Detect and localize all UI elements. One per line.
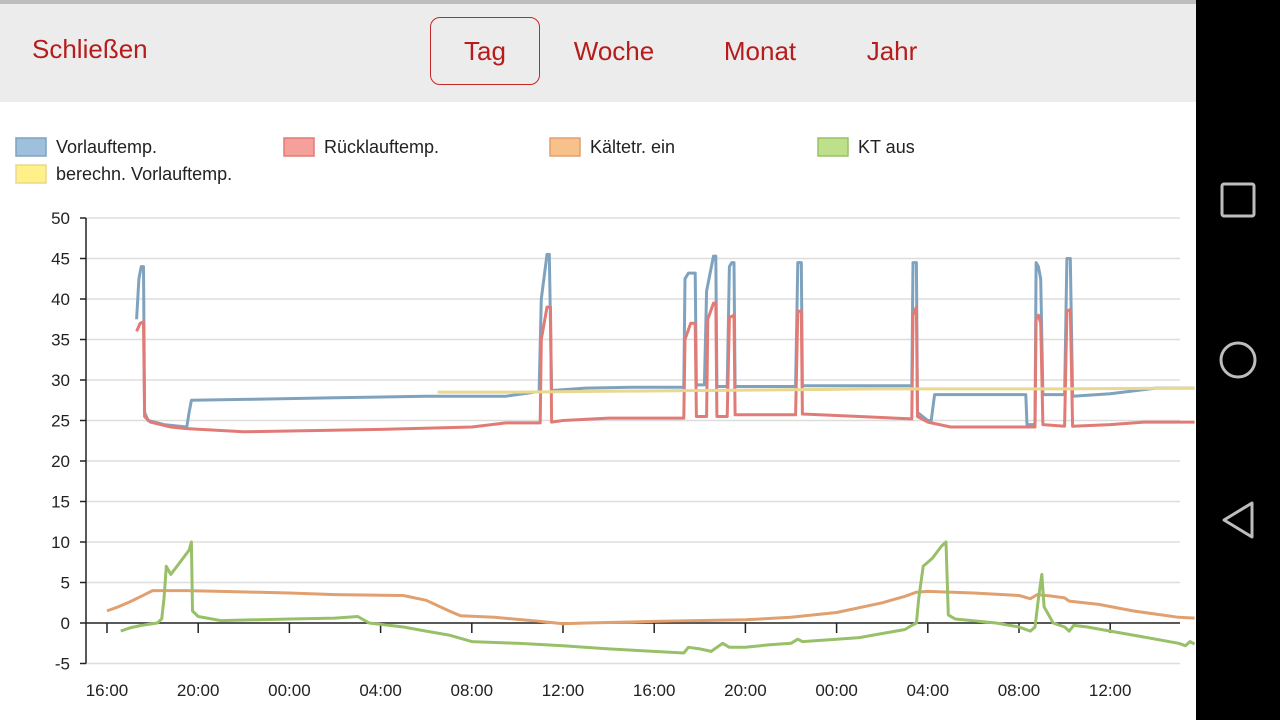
x-tick-label: 12:00 (1089, 681, 1132, 700)
x-tick-label: 16:00 (633, 681, 676, 700)
y-tick-label: 5 (61, 574, 70, 593)
y-tick-label: 25 (51, 412, 70, 431)
chart-legend: Vorlauftemp. Rücklauftemp. Kältetr. ein KT … (15, 137, 915, 184)
y-tick-label: 0 (61, 614, 70, 633)
y-tick-label: 10 (51, 533, 70, 552)
chart-grid (86, 217, 1180, 665)
x-tick-label: 04:00 (359, 681, 402, 700)
back-button[interactable] (1196, 480, 1280, 560)
tab-year[interactable]: Jahr (866, 35, 918, 66)
legend-label: Rücklauftemp. (324, 137, 439, 157)
triangle-back-icon (1222, 501, 1254, 539)
x-tick-label: 00:00 (268, 681, 311, 700)
x-tick-label: 08:00 (451, 681, 494, 700)
legend-swatch (283, 137, 315, 157)
legend-label: Vorlauftemp. (56, 137, 157, 157)
series-line-3 (106, 589, 1195, 626)
x-tick-label: 20:00 (724, 681, 767, 700)
y-tick-label: 40 (51, 290, 70, 309)
y-tick-label: 20 (51, 452, 70, 471)
chart-axes: -5 0 5 10 15 20 25 30 35 40 45 50 16:00 20:00 00:00 04:… (51, 209, 1180, 700)
x-tick-label: 12:00 (542, 681, 585, 700)
x-tick-label: 08:00 (998, 681, 1041, 700)
top-bar: Schließen Tag Woche Monat Jahr (0, 0, 1196, 102)
square-icon (1220, 182, 1256, 218)
legend-swatch (817, 137, 849, 157)
series-line-5 (437, 386, 1195, 394)
x-tick-label: 16:00 (86, 681, 129, 700)
tab-day[interactable]: Tag (430, 17, 540, 85)
y-tick-label: 15 (51, 493, 70, 512)
close-button[interactable]: Schließen (32, 34, 148, 64)
x-tick-label: 04:00 (907, 681, 950, 700)
x-tick-label: 00:00 (815, 681, 858, 700)
circle-icon (1219, 341, 1257, 379)
y-tick-label: 35 (51, 331, 70, 350)
legend-swatch (549, 137, 581, 157)
legend-label: berechn. Vorlauftemp. (56, 164, 232, 184)
android-navigation-bar (1196, 0, 1280, 720)
y-tick-label: 30 (51, 371, 70, 390)
tab-week[interactable]: Woche (573, 35, 655, 66)
legend-label: KT aus (858, 137, 915, 157)
y-tick-label: -5 (55, 655, 70, 674)
legend-swatch (15, 164, 47, 184)
chart-series (106, 252, 1196, 655)
legend-label: Kältetr. ein (590, 137, 675, 157)
temperature-chart: Vorlauftemp. Rücklauftemp. Kältetr. ein KT … (15, 137, 1196, 700)
series-line-2 (135, 301, 1195, 434)
recent-apps-button[interactable] (1196, 160, 1280, 240)
series-line-4 (120, 540, 1196, 655)
x-tick-label: 20:00 (177, 681, 220, 700)
y-tick-label: 45 (51, 250, 70, 269)
legend-swatch (15, 137, 47, 157)
y-tick-label: 50 (51, 209, 70, 228)
home-button[interactable] (1196, 320, 1280, 400)
tab-month[interactable]: Monat (723, 35, 797, 66)
